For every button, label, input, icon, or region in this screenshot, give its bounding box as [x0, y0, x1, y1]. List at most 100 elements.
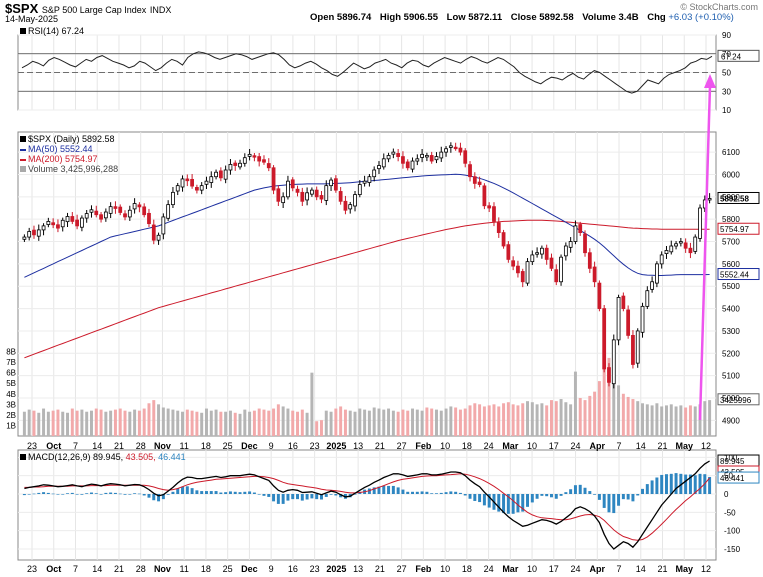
- candle-body: [453, 146, 458, 150]
- x-tick-label: May: [676, 441, 694, 451]
- candle-body: [425, 155, 429, 158]
- macd-histogram-bar: [142, 494, 146, 496]
- x-tick-label: 28: [136, 564, 146, 574]
- chart-title: $SPX S&P 500 Large Cap Index INDX: [5, 1, 171, 16]
- macd-histogram-bar: [516, 494, 520, 513]
- macd-histogram-bar: [123, 494, 127, 495]
- candle-body: [156, 234, 161, 241]
- price-tick-label: 5600: [722, 260, 740, 269]
- macd-tick-label: 0: [724, 490, 729, 499]
- macd-histogram-bar: [411, 491, 415, 494]
- x-tick-label: 9: [269, 441, 274, 451]
- macd-value-tag: [717, 471, 760, 484]
- x-tick-label: Apr: [590, 564, 606, 574]
- volume-tick-label: 3B: [6, 400, 16, 409]
- candle-body: [271, 167, 276, 191]
- volume-bar: [190, 410, 194, 436]
- rsi-line: [21, 51, 713, 94]
- high-value: 5906.55: [403, 12, 438, 23]
- volume-bar: [243, 409, 247, 436]
- macd-histogram-bar: [674, 473, 678, 494]
- macd-histogram-bar: [641, 488, 645, 494]
- volume-bar: [458, 409, 462, 436]
- candle-body: [386, 155, 391, 160]
- candle-body: [32, 229, 36, 236]
- x-tick-label: 10: [527, 564, 537, 574]
- x-tick-label: Dec: [241, 564, 258, 574]
- volume-bar: [559, 399, 563, 436]
- rsi-tick-label: 30: [722, 87, 731, 96]
- macd-histogram-bar: [626, 494, 630, 500]
- rsi-panel: 67.24: [18, 49, 760, 94]
- x-tick-label: 10: [440, 564, 450, 574]
- volume-bar: [257, 408, 261, 436]
- x-tick-label: 11: [180, 564, 189, 574]
- candle-body: [56, 224, 60, 229]
- macd-histogram-bar: [478, 494, 482, 503]
- macd-histogram-bar: [195, 490, 199, 494]
- price-tick-label: 6000: [722, 170, 740, 179]
- x-tick-label: Feb: [415, 441, 432, 451]
- ma50-legend-text: MA(50) 5552.44: [28, 144, 93, 154]
- macd-histogram-bar: [99, 494, 103, 495]
- volume-bar: [415, 409, 419, 436]
- volume-bar: [42, 408, 46, 436]
- volume-bar: [444, 408, 448, 436]
- volume-bar: [377, 408, 381, 436]
- axis-labels: 9070503010490050005100520053005400550056…: [6, 31, 740, 574]
- volume-bar: [526, 401, 530, 436]
- volume-bar: [573, 371, 577, 436]
- candle-body: [559, 256, 563, 283]
- candle-body: [314, 189, 319, 198]
- volume-bar: [339, 406, 343, 436]
- volume-bar: [449, 406, 453, 436]
- volume-tick-label: 6B: [6, 369, 16, 378]
- macd-histogram-bar: [526, 494, 530, 507]
- candle-body: [631, 335, 635, 365]
- volume-bar: [224, 411, 228, 436]
- close-value: 5892.58: [539, 12, 574, 23]
- macd-histogram-bar: [152, 494, 156, 501]
- x-tick-label: 9: [269, 564, 274, 574]
- macd-histogram-bar: [291, 494, 295, 500]
- macd-histogram-bar: [190, 488, 194, 494]
- volume-bar: [564, 402, 568, 436]
- volume-bar: [252, 410, 256, 436]
- x-tick-label: 2025: [326, 441, 346, 451]
- macd-histogram-bar: [80, 494, 84, 495]
- volume-bar: [166, 408, 170, 436]
- candle-body: [607, 367, 611, 383]
- candle-body: [444, 148, 448, 153]
- macd-histogram-bar: [502, 494, 506, 514]
- volume-bar: [32, 410, 36, 436]
- macd-histogram-bar: [688, 474, 692, 494]
- candle-body: [535, 252, 539, 255]
- candle-body: [338, 191, 343, 202]
- volume-bar: [617, 385, 621, 436]
- candle-body: [310, 189, 314, 195]
- macd-histogram-bar: [66, 493, 70, 494]
- macd-histogram-bar: [310, 494, 314, 499]
- high-label: High: [379, 12, 402, 23]
- x-tick-label: 7: [617, 441, 622, 451]
- volume-bar: [478, 404, 482, 436]
- rsi-legend-text: RSI(14) 67.24: [28, 26, 85, 36]
- macd-histogram-bar: [473, 494, 477, 501]
- open-value: 5896.74: [336, 12, 372, 23]
- volume-bar: [597, 381, 601, 436]
- volume-bar: [396, 411, 400, 436]
- candle-body: [583, 233, 587, 254]
- macd-histogram-bar: [286, 494, 290, 501]
- candle-body: [60, 219, 65, 228]
- x-tick-label: Mar: [502, 441, 519, 451]
- x-tick-label: Nov: [154, 441, 171, 451]
- ma200-line: [24, 219, 710, 359]
- candle-body: [549, 257, 554, 269]
- volume-bar: [674, 406, 678, 436]
- macd-histogram-bar: [391, 485, 395, 494]
- volume-bar: [631, 399, 635, 436]
- volume-bar: [118, 408, 122, 436]
- macd-histogram-bar: [372, 487, 376, 494]
- macd-histogram-bar: [161, 494, 165, 500]
- x-tick-label: 28: [136, 441, 146, 451]
